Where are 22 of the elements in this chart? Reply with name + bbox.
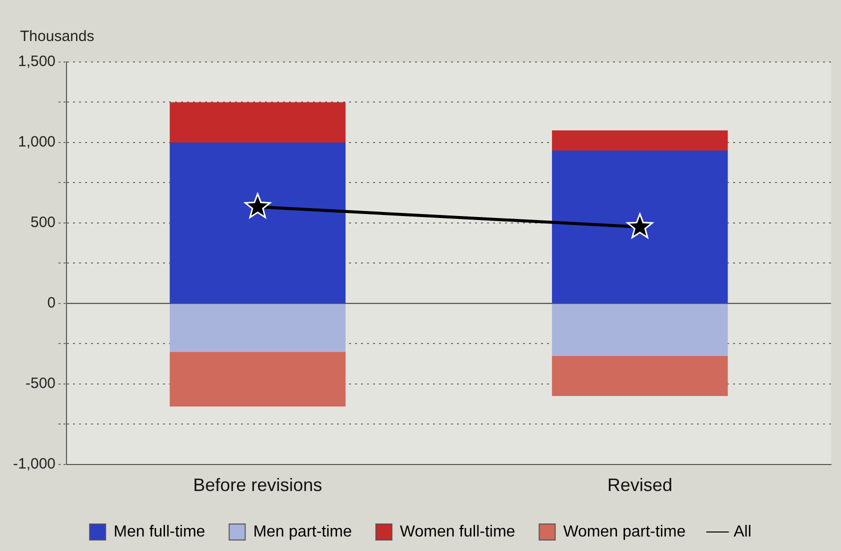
x-tick-label: Revised: [607, 475, 672, 496]
bar: [170, 352, 346, 406]
y-tick-label: 500: [30, 214, 56, 232]
legend-label: Women full-time: [400, 523, 516, 540]
y-tick-label: -500: [26, 375, 56, 392]
y-tick-label: 0: [47, 294, 56, 312]
bar: [552, 304, 728, 356]
legend-label: Men full-time: [114, 523, 206, 540]
y-axis-title: Thousands: [20, 28, 94, 45]
legend-label: All: [734, 523, 752, 540]
y-tick-label: 1,500: [18, 53, 56, 70]
bar: [552, 150, 728, 303]
x-tick-label: Before revisions: [193, 475, 322, 496]
legend-label: Men part-time: [253, 523, 352, 540]
bar: [170, 142, 346, 303]
y-tick-label: 1,000: [18, 134, 56, 151]
bar: [170, 102, 346, 142]
bar: [552, 130, 728, 151]
y-tick-label: -1,000: [12, 456, 56, 473]
bar: [552, 356, 728, 396]
legend-label: Women part-time: [563, 523, 686, 540]
bar: [170, 304, 346, 352]
